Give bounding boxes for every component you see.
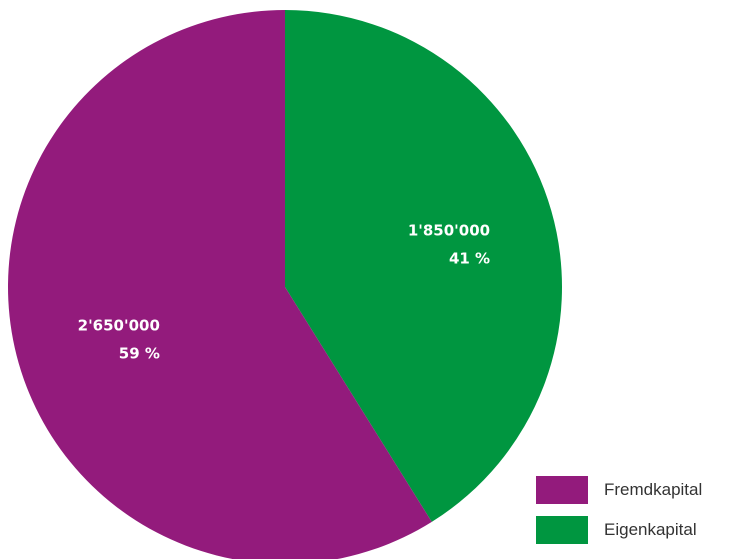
- legend-label-fremdkapital: Fremdkapital: [604, 480, 703, 499]
- percent-label-eigenkapital: 41 %: [449, 250, 490, 268]
- value-label-eigenkapital: 1'850'000: [408, 222, 490, 240]
- legend-item-fremdkapital: Fremdkapital: [536, 476, 702, 504]
- value-label-fremdkapital: 2'650'000: [78, 316, 160, 334]
- percent-label-fremdkapital: 59 %: [119, 344, 160, 362]
- pie-slice-fremdkapital: [8, 10, 432, 559]
- pie-labels: 1'850'000 41 % 2'650'000 59 %: [78, 222, 490, 363]
- pie-slices: [8, 10, 562, 559]
- legend-swatch-eigenkapital: [536, 516, 588, 544]
- pie-slice-eigenkapital: [285, 10, 562, 522]
- legend: Fremdkapital Eigenkapital: [536, 476, 702, 556]
- legend-item-eigenkapital: Eigenkapital: [536, 516, 702, 544]
- legend-label-eigenkapital: Eigenkapital: [604, 520, 697, 539]
- legend-swatch-fremdkapital: [536, 476, 588, 504]
